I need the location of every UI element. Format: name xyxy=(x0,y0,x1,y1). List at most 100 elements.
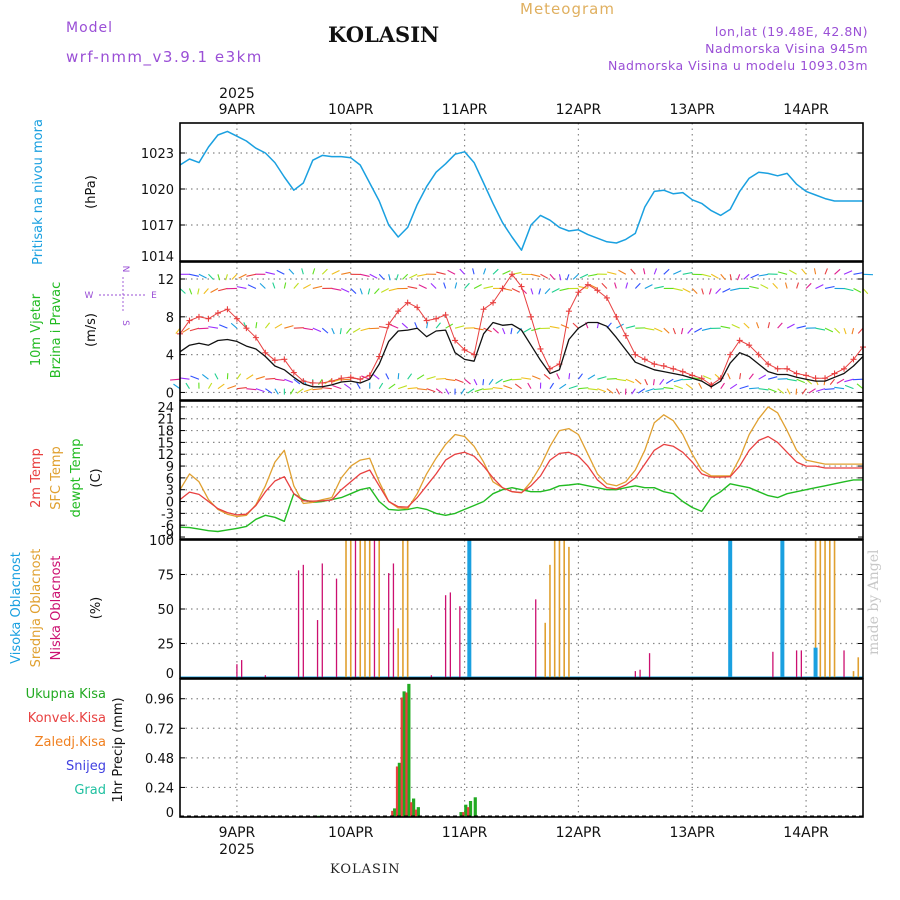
bottom-year-label: 2025 xyxy=(219,842,255,858)
wind-arrow xyxy=(388,383,396,390)
wind-arrow xyxy=(483,388,494,391)
wind-ytick: 0 xyxy=(166,386,174,401)
wind-arrow xyxy=(834,268,841,275)
wind-arrow xyxy=(673,270,682,275)
wind-arrow xyxy=(236,286,247,290)
wind-arrow xyxy=(531,375,541,380)
wind-arrow xyxy=(544,288,551,295)
wind-arrow xyxy=(813,268,817,275)
top-day-label: 9APR xyxy=(219,102,256,118)
wind-arrow xyxy=(436,271,446,275)
wind-arrow xyxy=(685,383,693,390)
wind-speed-point xyxy=(651,361,658,368)
wind-arrow xyxy=(644,327,655,331)
wind-arrow xyxy=(502,327,506,335)
wind-speed-point xyxy=(622,332,629,339)
wind-arrow xyxy=(179,288,186,294)
wind-arrow xyxy=(236,387,247,390)
wind-arrow xyxy=(538,288,542,295)
top-year-label: 2025 xyxy=(219,86,255,102)
wind-speed-point xyxy=(632,351,639,358)
wind-arrow xyxy=(851,328,855,335)
lonlat-label: lon,lat (19.48E, 42.8N) xyxy=(714,24,868,39)
precip-legend-item: Grad xyxy=(74,783,106,798)
wind-arrow xyxy=(720,273,726,280)
bottom-day-label: 13APR xyxy=(669,825,715,841)
wind-arrow xyxy=(653,268,658,275)
wind-arrow xyxy=(435,388,443,394)
station-title: KOLASIN xyxy=(328,22,440,47)
wind-arrow xyxy=(189,273,199,277)
wind-arrow xyxy=(409,273,418,279)
wind-speed-point xyxy=(803,372,810,379)
wind-arrow xyxy=(715,288,722,295)
wind-arrow xyxy=(331,287,342,291)
pressure-ytick: 1023 xyxy=(141,147,174,162)
wind-speed-point xyxy=(376,353,383,360)
wind-arrow xyxy=(521,377,532,380)
wind-arrow xyxy=(272,282,276,289)
cloud-ytick: 50 xyxy=(157,603,174,618)
wind-arrow xyxy=(767,376,778,380)
wind-arrow xyxy=(331,270,340,275)
wind-arrow xyxy=(492,268,499,275)
wind-arrow xyxy=(559,383,567,390)
wind-arrow xyxy=(185,382,190,389)
wind-arrow xyxy=(559,287,570,292)
wind-arrow xyxy=(416,374,425,380)
wind-arrow xyxy=(824,388,835,390)
precip-ytick: 0.72 xyxy=(145,722,174,737)
data-layer xyxy=(170,130,873,817)
wind-speed-point xyxy=(660,362,667,369)
top-day-label: 12APR xyxy=(556,102,602,118)
wind-speed-point xyxy=(670,365,677,372)
wind-speed-point xyxy=(784,365,791,372)
wind-arrow xyxy=(789,269,797,275)
temp-ytick: 0 xyxy=(166,496,174,511)
panel-frame xyxy=(179,261,864,401)
wind-arrow xyxy=(380,287,389,293)
model-elevation-label: Nadmorska Visina u modelu 1093.03m xyxy=(608,58,868,73)
wind-arrow xyxy=(680,328,684,335)
wind-speed-point xyxy=(214,310,221,317)
wind-speed-point xyxy=(404,299,411,306)
wind-speed-point xyxy=(822,375,829,382)
wind-arrow xyxy=(372,373,380,380)
wind-arrow xyxy=(426,375,436,380)
wind-arrow xyxy=(731,323,740,329)
wind-arrow xyxy=(701,288,704,295)
wind-arrow xyxy=(674,384,683,390)
wind-speed-point xyxy=(727,351,734,358)
wind-arrow xyxy=(758,374,767,380)
wind-arrow xyxy=(767,388,777,393)
wind-speed-point xyxy=(480,306,487,313)
wind-arrow xyxy=(815,327,826,331)
wind-arrow xyxy=(844,378,854,383)
wind-arrow xyxy=(549,273,556,280)
wind-arrow xyxy=(691,288,698,295)
precip-legend-item: Zaledj.Kisa xyxy=(35,735,106,750)
pressure-ylabel: Pritisak na nivou mora xyxy=(31,119,46,265)
wind-arrow xyxy=(488,378,494,386)
wind-speed-point xyxy=(281,356,288,363)
cloud-ytick: 75 xyxy=(157,569,174,584)
wind-arrow xyxy=(558,274,562,281)
wind-arrow xyxy=(360,273,370,277)
panel-frame xyxy=(179,678,864,818)
wind-arrow xyxy=(378,325,389,329)
wind-arrow xyxy=(730,287,740,292)
wind-arrow xyxy=(673,287,683,292)
footer-station: KOLASIN xyxy=(330,862,401,877)
wind-arrow xyxy=(729,274,732,281)
wind-speed-point xyxy=(319,379,326,386)
wind-arrow xyxy=(288,268,295,275)
wind-arrow xyxy=(862,288,869,295)
wind-speed-point xyxy=(546,365,553,372)
wind-arrow xyxy=(293,378,301,385)
wind-arrow xyxy=(201,374,209,380)
wind-arrow xyxy=(283,282,287,289)
wind-arrow xyxy=(179,377,190,380)
wind-arrow xyxy=(701,273,712,278)
wind-arrow xyxy=(579,273,589,279)
wind-arrow xyxy=(331,327,335,335)
